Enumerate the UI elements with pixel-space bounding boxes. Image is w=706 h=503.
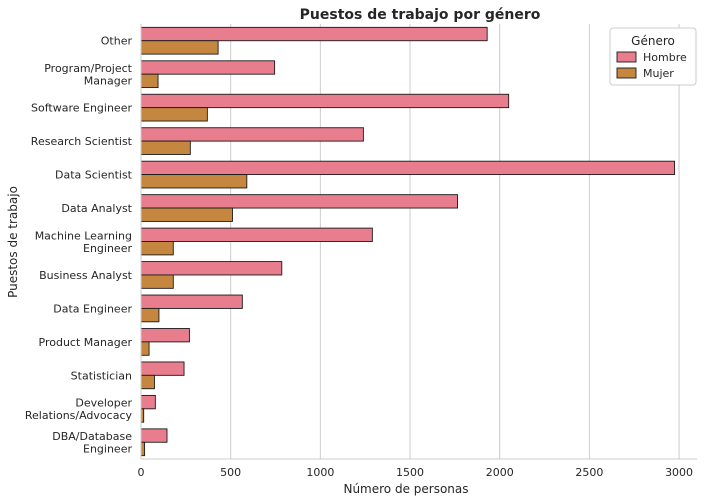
- y-tick-label-0: Other: [101, 35, 133, 48]
- bar-mujer-5: [140, 207, 233, 222]
- legend-swatch-mujer: [616, 67, 637, 79]
- tick-labels: 0 500 1000 1500 2000 2500 3000 Other Program/Pro…: [25, 35, 693, 479]
- axes: [140, 24, 697, 460]
- bar-mujer-6: [140, 241, 174, 256]
- bar-hombre-1: [140, 60, 276, 75]
- bar-mujer-3: [140, 140, 191, 155]
- bar-mujer-8: [140, 307, 160, 323]
- bar-hombre-8: [140, 294, 243, 309]
- legend-items: Hombre Mujer: [616, 51, 687, 80]
- x-tick-label-1: 500: [220, 466, 241, 479]
- bars: [140, 26, 676, 457]
- bar-hombre-2: [140, 93, 510, 109]
- y-tick-label-3: Research Scientist: [31, 135, 133, 148]
- bar-hombre-0: [140, 26, 488, 42]
- bar-hombre-3: [140, 127, 364, 142]
- y-tick-label-11: Developer Relations/Advocacy: [25, 397, 133, 423]
- y-tick-label-4: Data Scientist: [55, 169, 133, 182]
- y-tick-label-10: Statistician: [71, 369, 132, 382]
- x-tick-label-0: 0: [138, 466, 145, 479]
- x-tick-label-4: 2000: [486, 466, 514, 479]
- bar-mujer-7: [140, 274, 174, 289]
- bar-hombre-11: [140, 394, 156, 410]
- y-tick-label-2: Software Engineer: [31, 102, 132, 115]
- x-tick-label-2: 1000: [306, 466, 334, 479]
- y-axis-label: Puestos de trabajo: [6, 186, 20, 298]
- y-tick-label-7: Business Analyst: [39, 269, 133, 282]
- bar-hombre-4: [140, 160, 676, 176]
- bar-hombre-6: [140, 227, 373, 242]
- bar-hombre-7: [140, 261, 283, 276]
- legend-label-hombre: Hombre: [643, 51, 687, 64]
- bar-mujer-10: [140, 374, 155, 390]
- bar-hombre-5: [140, 194, 459, 209]
- x-tick-label-6: 3000: [665, 466, 693, 479]
- y-tick-label-9: Product Manager: [39, 336, 133, 349]
- bar-mujer-9: [140, 341, 150, 356]
- bar-mujer-12: [140, 441, 146, 457]
- y-tick-label-5: Data Analyst: [61, 202, 132, 215]
- chart-title: Puestos de trabajo por género: [300, 7, 541, 23]
- bar-mujer-0: [140, 40, 219, 55]
- legend: Género Hombre Mujer: [609, 27, 697, 86]
- y-tick-label-1: Program/Project Manager: [44, 62, 132, 88]
- y-tick-label-6: Machine Learning Engineer: [35, 229, 133, 255]
- legend-swatch-hombre: [616, 51, 637, 63]
- bar-hombre-10: [140, 361, 185, 376]
- y-tick-label-12: DBA/Database Engineer: [52, 430, 132, 456]
- x-tick-label-5: 2500: [575, 466, 603, 479]
- bar-hombre-12: [140, 428, 168, 443]
- x-tick-label-3: 1500: [396, 466, 424, 479]
- bar-mujer-1: [140, 73, 159, 89]
- bar-mujer-2: [140, 107, 208, 122]
- y-tick-label-8: Data Engineer: [53, 302, 132, 315]
- x-axis-label: Número de personas: [343, 482, 468, 496]
- legend-label-mujer: Mujer: [643, 67, 674, 80]
- bar-mujer-4: [140, 174, 248, 189]
- legend-title: Género: [631, 34, 675, 48]
- bar-hombre-9: [140, 328, 190, 343]
